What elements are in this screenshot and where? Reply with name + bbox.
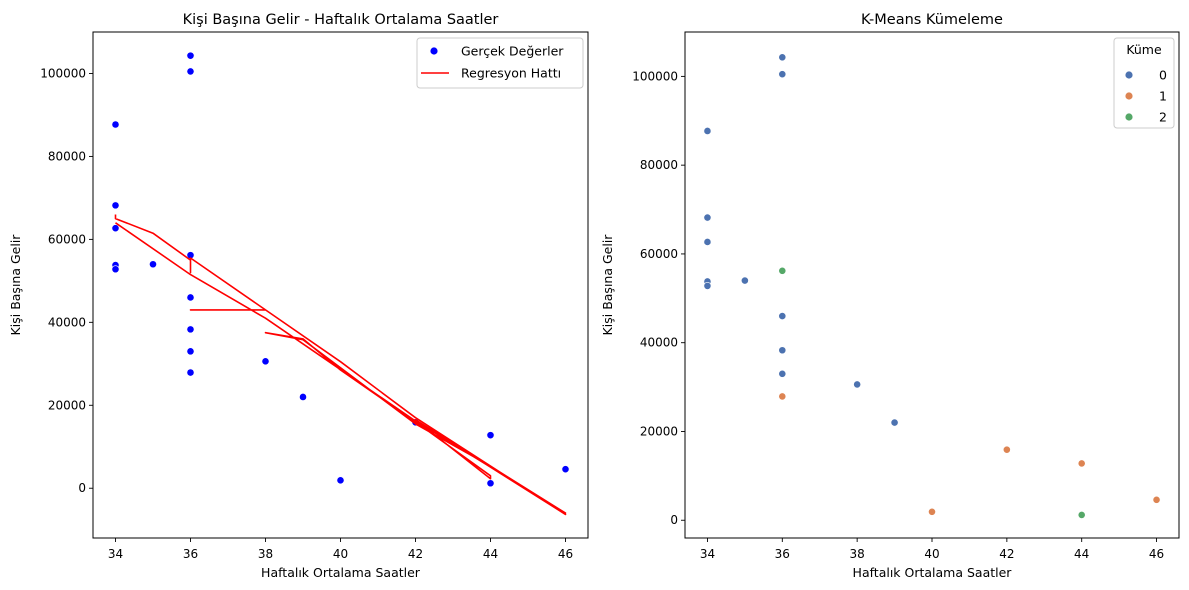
data-point <box>186 368 195 377</box>
data-point <box>336 476 345 485</box>
legend-label: 2 <box>1159 110 1167 125</box>
y-tick-label: 100000 <box>632 69 678 83</box>
cluster-2-point <box>778 266 787 275</box>
data-point <box>149 260 157 269</box>
legend-marker <box>1125 71 1133 79</box>
regression-line <box>114 214 567 516</box>
legend: Gerçek Değerler Regresyon Hattı <box>416 37 584 89</box>
x-tick-label: 34 <box>700 547 715 561</box>
plot-frame <box>92 31 589 539</box>
legend-marker <box>1125 113 1133 121</box>
x-tick-label: 46 <box>558 547 573 561</box>
x-tick-label: 44 <box>483 547 498 561</box>
legend-label: 0 <box>1159 68 1167 83</box>
legend-label: 1 <box>1159 89 1167 104</box>
y-tick-label: 80000 <box>48 149 86 163</box>
cluster-1-point <box>778 392 787 401</box>
data-point <box>186 325 195 334</box>
legend-title: Küme <box>1126 42 1162 57</box>
cluster-0-point <box>740 276 749 285</box>
data-point <box>186 67 195 76</box>
x-tick-label: 38 <box>850 547 865 561</box>
chart-title: Kişi Başına Gelir - Haftalık Ortalama Sa… <box>183 12 499 28</box>
cluster-1-point <box>928 507 936 516</box>
data-point <box>261 357 270 366</box>
chart-1: 34 36 38 40 42 44 46 0 20000 40000 60000 80000 10000… <box>8 12 589 580</box>
legend: Küme 0 1 2 <box>1113 37 1175 129</box>
y-tick-label: 40000 <box>640 336 678 350</box>
x-tick-label: 44 <box>1074 547 1089 561</box>
cluster-0-point <box>778 312 787 320</box>
x-tick-label: 38 <box>258 547 273 561</box>
cluster-0-point <box>778 53 787 62</box>
y-axis-label: Kişi Başına Gelir <box>600 234 615 336</box>
x-tick-label: 40 <box>333 547 348 561</box>
plot-area <box>93 32 588 538</box>
data-point <box>111 265 120 274</box>
x-axis-label: Haftalık Ortalama Saatler <box>853 565 1013 580</box>
cluster-0-point <box>703 127 712 135</box>
x-tick-label: 46 <box>1149 547 1164 561</box>
x-tick-label: 36 <box>775 547 790 561</box>
data-point <box>186 51 195 60</box>
cluster-1-point <box>1002 445 1011 454</box>
data-point <box>486 479 495 488</box>
data-point <box>186 293 195 302</box>
cluster-0-point <box>853 380 862 389</box>
data-point <box>111 224 120 233</box>
legend-box <box>416 37 584 89</box>
cluster-0-point <box>703 213 712 222</box>
y-tick-label: 0 <box>78 481 86 495</box>
y-tick-label: 60000 <box>640 247 678 261</box>
cluster-2-point <box>1077 511 1086 519</box>
y-tick-label: 40000 <box>48 315 86 329</box>
legend-marker <box>1125 92 1133 100</box>
data-point <box>561 465 570 474</box>
y-axis-label: Kişi Başına Gelir <box>8 234 23 336</box>
y-tick-label: 20000 <box>640 424 678 438</box>
cluster-0-point <box>703 238 712 246</box>
plot-frame <box>684 31 1180 539</box>
data-point <box>299 393 307 401</box>
legend-box <box>1113 37 1175 129</box>
cluster-0-point <box>778 70 787 79</box>
x-tick-label: 36 <box>183 547 198 561</box>
data-point <box>111 120 120 129</box>
x-tick-label: 40 <box>924 547 939 561</box>
chart-2: 34 36 38 40 42 44 46 0 20000 40000 60000 80000 10000… <box>600 12 1180 580</box>
cluster-0-point <box>778 346 787 355</box>
data-point <box>186 347 195 356</box>
plot-area <box>685 32 1179 538</box>
data-point <box>111 201 120 210</box>
cluster-1-point <box>1077 459 1086 468</box>
x-tick-label: 42 <box>999 547 1014 561</box>
data-point <box>486 431 495 440</box>
y-tick-label: 0 <box>670 513 678 527</box>
x-tick-label: 42 <box>408 547 423 561</box>
chart-title: K-Means Kümeleme <box>861 12 1003 28</box>
cluster-0-point <box>778 369 787 378</box>
legend-marker <box>430 47 438 55</box>
cluster-0-point <box>890 418 899 427</box>
legend-label: Gerçek Değerler <box>461 44 564 59</box>
y-tick-label: 80000 <box>640 158 678 172</box>
y-tick-label: 60000 <box>48 232 86 246</box>
cluster-1-point <box>1152 495 1161 504</box>
cluster-0-point <box>703 281 712 290</box>
y-tick-label: 20000 <box>48 398 86 412</box>
x-tick-label: 34 <box>108 547 123 561</box>
x-axis-label: Haftalık Ortalama Saatler <box>261 565 421 580</box>
legend-label: Regresyon Hattı <box>461 66 561 81</box>
y-tick-label: 100000 <box>40 66 86 80</box>
